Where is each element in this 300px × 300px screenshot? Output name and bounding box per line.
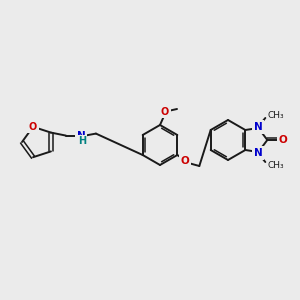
Text: methoxy: methoxy: [178, 108, 184, 109]
Text: methoxy: methoxy: [178, 107, 184, 108]
Text: N: N: [76, 130, 85, 141]
Text: O: O: [29, 122, 37, 132]
Text: H: H: [78, 136, 86, 146]
Text: O: O: [181, 156, 190, 166]
Text: N: N: [254, 122, 263, 132]
Text: N: N: [254, 148, 263, 158]
Text: O: O: [279, 135, 288, 145]
Text: CH₃: CH₃: [267, 160, 284, 169]
Text: O: O: [161, 107, 169, 117]
Text: CH₃: CH₃: [267, 112, 284, 121]
